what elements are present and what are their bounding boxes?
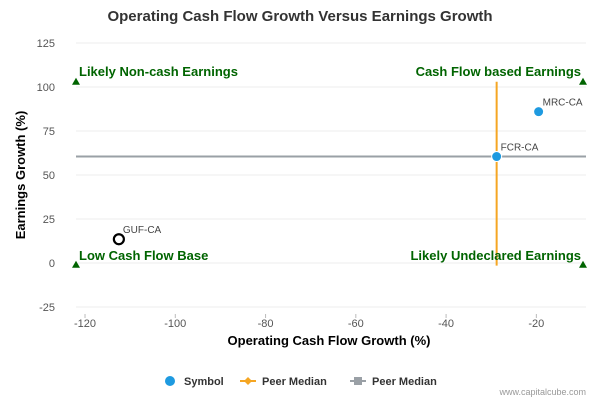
points-layer: MRC-CA FCR-CA GUF-CA xyxy=(112,98,583,246)
y-tick-label: 125 xyxy=(37,38,55,50)
quadrant-label-top-left: Likely Non-cash Earnings xyxy=(79,64,238,79)
y-tick-label: 100 xyxy=(37,82,55,94)
x-tick-label: -60 xyxy=(348,318,364,330)
legend-square-marker xyxy=(354,377,362,385)
point-label-mrc-ca: MRC-CA xyxy=(543,98,583,109)
y-tick-label: -25 xyxy=(39,302,55,314)
point-fcr-ca xyxy=(491,151,503,163)
legend: Symbol Peer Median Peer Median xyxy=(165,376,437,388)
x-tick-label: -120 xyxy=(74,318,96,330)
triangle-marker-top-left xyxy=(72,77,80,85)
x-tick-label: -20 xyxy=(528,318,544,330)
y-tick-label: 75 xyxy=(43,126,55,138)
point-mrc-ca xyxy=(533,106,545,118)
legend-label: Peer Median xyxy=(262,376,327,388)
ticks-layer: -25 0 25 50 75 100 125 -120 -100 -80 -60 -40 -20 xyxy=(37,38,545,330)
legend-diamond-marker xyxy=(244,377,252,385)
peer-median-layer xyxy=(76,81,586,266)
legend-symbol-marker xyxy=(165,376,175,386)
grid-layer xyxy=(76,42,586,308)
triangle-marker-bottom-left xyxy=(72,260,80,268)
quadrant-layer: Likely Non-cash Earnings Cash Flow based … xyxy=(72,64,587,268)
point-label-fcr-ca: FCR-CA xyxy=(501,143,539,154)
x-tick-label: -100 xyxy=(164,318,186,330)
y-axis-title: Earnings Growth (%) xyxy=(13,111,28,240)
x-axis-title: Operating Cash Flow Growth (%) xyxy=(228,333,431,348)
point-guf-ca xyxy=(112,233,125,246)
legend-label: Symbol xyxy=(184,376,224,388)
triangle-marker-top-right xyxy=(579,77,587,85)
triangle-marker-bottom-right xyxy=(579,260,587,268)
quadrant-label-top-right: Cash Flow based Earnings xyxy=(416,64,581,79)
credit-text: www.capitalcube.com xyxy=(498,387,586,397)
y-tick-label: 25 xyxy=(43,214,55,226)
chart-title: Operating Cash Flow Growth Versus Earnin… xyxy=(107,8,492,25)
x-tick-label: -40 xyxy=(438,318,454,330)
x-tick-label: -80 xyxy=(258,318,274,330)
quadrant-label-bottom-left: Low Cash Flow Base xyxy=(79,248,208,263)
y-tick-label: 0 xyxy=(49,258,55,270)
point-label-guf-ca: GUF-CA xyxy=(123,225,162,236)
quadrant-label-bottom-right: Likely Undeclared Earnings xyxy=(410,248,581,263)
y-tick-label: 50 xyxy=(43,170,55,182)
legend-label: Peer Median xyxy=(372,376,437,388)
